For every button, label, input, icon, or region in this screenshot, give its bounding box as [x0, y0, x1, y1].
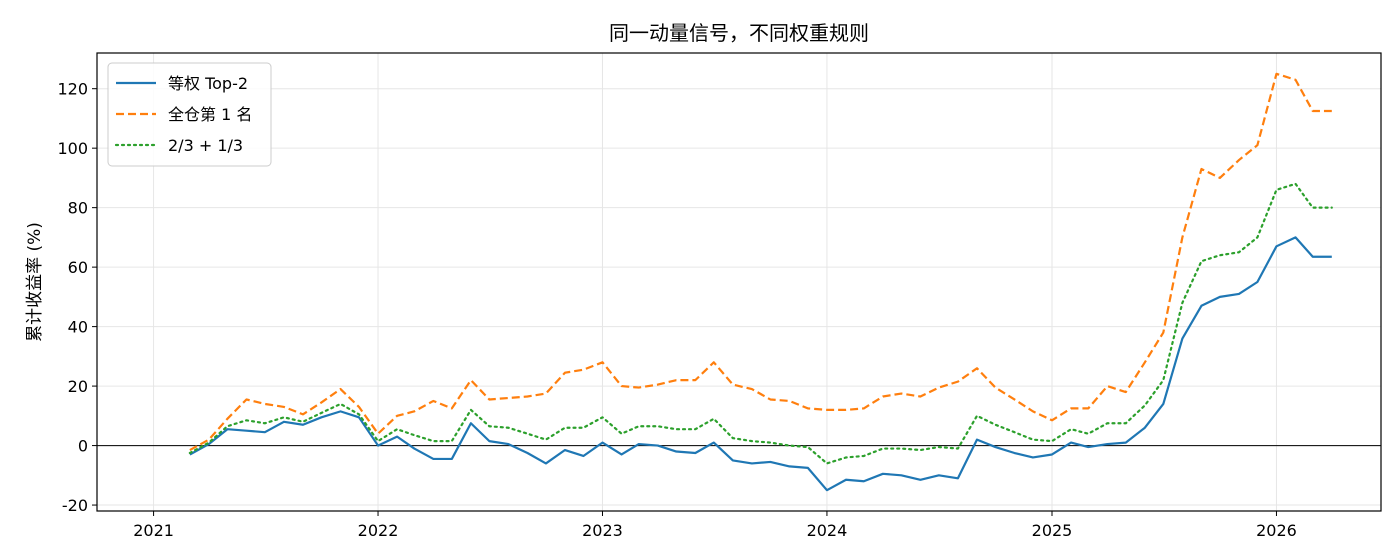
legend-label-1: 等权 Top-2	[168, 74, 248, 93]
chart-title: 同一动量信号，不同权重规则	[609, 21, 869, 45]
x-tick-label: 2021	[133, 521, 174, 540]
legend: 等权 Top-2 全仓第 1 名 2/3 + 1/3	[107, 62, 272, 167]
legend-box	[107, 62, 272, 167]
x-tick-label: 2026	[1256, 521, 1297, 540]
x-tick-label: 2025	[1032, 521, 1073, 540]
series-line-2	[189, 72, 1332, 451]
x-tick-label: 2023	[582, 521, 623, 540]
axes: 2021 2022 2023 2024 2025 2026 -20 0 20 40 60 80 100 1…	[57, 52, 1382, 540]
series-lines	[188, 72, 1333, 492]
series-line-3	[188, 182, 1333, 465]
legend-label-2: 全仓第 1 名	[168, 105, 252, 124]
grid-lines	[97, 53, 1381, 511]
y-tick-label: 0	[78, 437, 88, 456]
legend-label-3: 2/3 + 1/3	[168, 136, 243, 155]
y-axis-title: 累计收益率 (%)	[25, 222, 45, 342]
y-tick-label: 80	[68, 199, 88, 218]
y-tick-label: 40	[68, 318, 88, 337]
y-tick-label: 60	[68, 258, 88, 277]
y-tick-label: -20	[62, 496, 88, 515]
x-tick-label: 2022	[358, 521, 399, 540]
x-tick-label: 2024	[807, 521, 848, 540]
y-tick-label: 100	[57, 139, 88, 158]
series-line-1	[189, 236, 1332, 492]
plot-frame	[96, 52, 1382, 512]
y-tick-label: 20	[68, 377, 88, 396]
y-tick-label: 120	[57, 80, 88, 99]
